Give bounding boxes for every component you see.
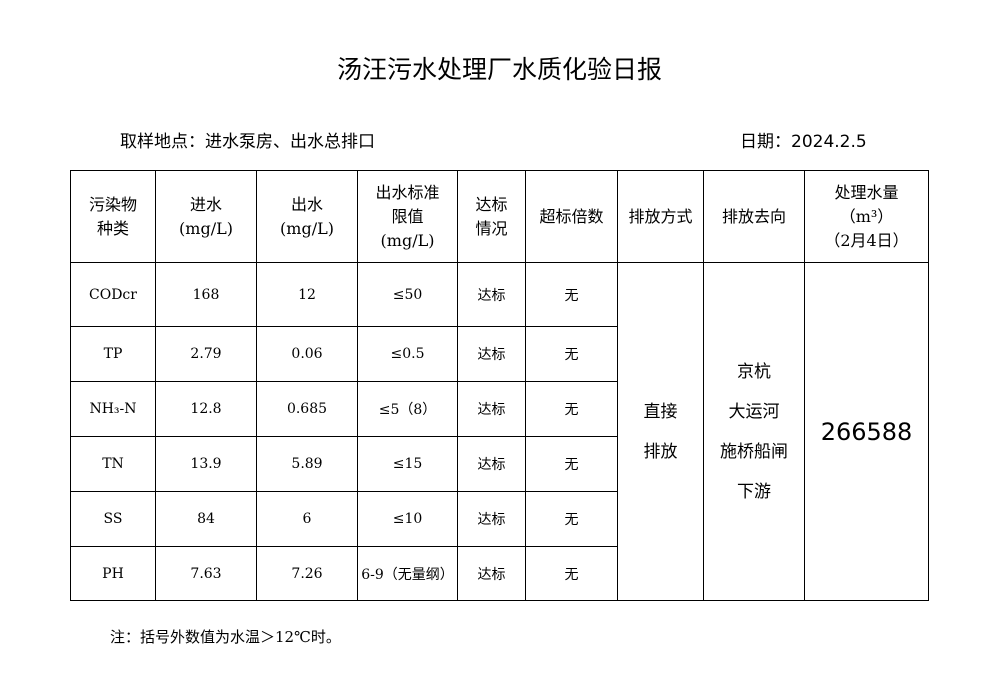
table-cell: 12.8 xyxy=(155,381,257,437)
table-cell: ≤10 xyxy=(357,491,458,547)
column-header: 处理水量 （m³） （2月4日） xyxy=(804,170,929,263)
table-cell: 达标 xyxy=(457,381,526,437)
table-cell: 0.06 xyxy=(256,326,358,382)
column-header: 排放方式 xyxy=(617,170,704,263)
table-row: TP 2.79 0.06 ≤0.5 达标无 xyxy=(70,326,929,382)
table-cell: 达标 xyxy=(457,546,526,601)
table-cell: ≤15 xyxy=(357,436,458,492)
table-cell: NH₃-N xyxy=(70,381,156,437)
table-cell: SS xyxy=(70,491,156,547)
table-row: NH₃-N 12.8 0.685 ≤5（8） 达标无 xyxy=(70,381,929,437)
table-cell: 无 xyxy=(525,546,618,601)
treated-volume: 266588 xyxy=(804,262,929,601)
table-row: SS 84 6 ≤10 达标无 xyxy=(70,491,929,547)
column-header: 达标 情况 xyxy=(457,170,526,263)
table-cell: 7.26 xyxy=(256,546,358,601)
table-cell: 13.9 xyxy=(155,436,257,492)
table-cell: 无 xyxy=(525,326,618,382)
table-cell: 无 xyxy=(525,491,618,547)
table-cell: 84 xyxy=(155,491,257,547)
date: 日期：2024.2.5 xyxy=(740,132,867,152)
table-cell: CODcr xyxy=(70,262,156,327)
table-cell: 168 xyxy=(155,262,257,327)
table-cell: 无 xyxy=(525,436,618,492)
table-cell: PH xyxy=(70,546,156,601)
table-cell: 达标 xyxy=(457,491,526,547)
location: 取样地点：进水泵房、出水总排口 xyxy=(120,132,375,152)
table-cell: 无 xyxy=(525,262,618,327)
header-row: 污染物 种类 进水 (mg/L) 出水 (mg/L) 出水标准 限值 (mg/L) 达标… xyxy=(70,170,929,263)
column-header: 超标倍数 xyxy=(525,170,618,263)
table-cell: 5.89 xyxy=(256,436,358,492)
table-row: TN 13.9 5.89 ≤15 达标无 xyxy=(70,436,929,492)
column-header: 污染物 种类 xyxy=(70,170,156,263)
table-cell: ≤0.5 xyxy=(357,326,458,382)
column-header: 出水 (mg/L) xyxy=(256,170,358,263)
discharge-method: 直接 排放 xyxy=(617,262,704,601)
table-cell: 7.63 xyxy=(155,546,257,601)
table-row: PH 7.63 7.26 6-9（无量纲） 达标无 xyxy=(70,546,929,601)
column-header: 排放去向 xyxy=(703,170,805,263)
table-cell: 达标 xyxy=(457,262,526,327)
report-table: 污染物 种类 进水 (mg/L) 出水 (mg/L) 出水标准 限值 (mg/L) 达标… xyxy=(70,170,929,601)
table-cell: 2.79 xyxy=(155,326,257,382)
table-cell: TP xyxy=(70,326,156,382)
column-header: 出水标准 限值 (mg/L) xyxy=(357,170,458,263)
discharge-destination: 京杭 大运河 施桥船闸 下游 xyxy=(703,262,805,601)
table-cell: TN xyxy=(70,436,156,492)
note: 注：括号外数值为水温＞12℃时。 xyxy=(110,628,341,646)
table-cell: 无 xyxy=(525,381,618,437)
table-cell: ≤5（8） xyxy=(357,381,458,437)
table-cell: 12 xyxy=(256,262,358,327)
table-cell: ≤50 xyxy=(357,262,458,327)
table-row: CODcr 168 12 ≤50 达标无直接 排放 京杭 大运河 施桥船闸 下游 26658… xyxy=(70,262,929,601)
table-cell: 6-9（无量纲） xyxy=(357,546,458,601)
column-header: 进水 (mg/L) xyxy=(155,170,257,263)
title: 汤汪污水处理厂水质化验日报 xyxy=(336,55,662,84)
table-cell: 6 xyxy=(256,491,358,547)
table-cell: 0.685 xyxy=(256,381,358,437)
table-cell: 达标 xyxy=(457,436,526,492)
table-cell: 达标 xyxy=(457,326,526,382)
